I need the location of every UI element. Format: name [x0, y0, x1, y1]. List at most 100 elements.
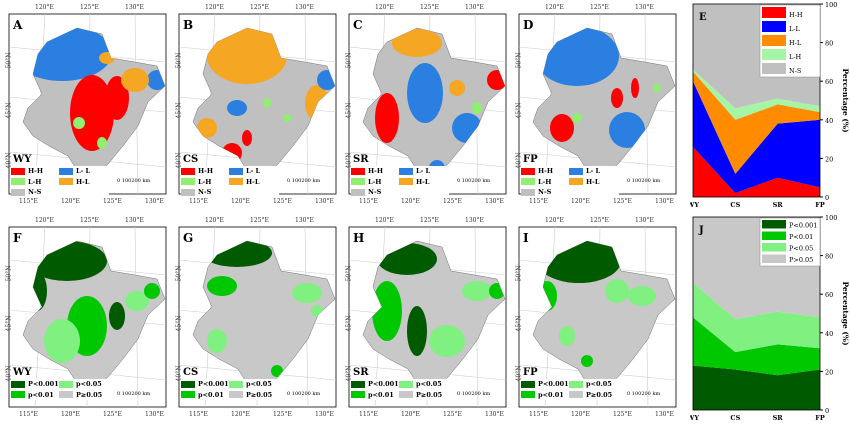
- legend-swatch: [11, 167, 25, 175]
- map-panel-c: C SR H-H L- L L-H H-L N-S 0 100200 km 115°E 120°E…: [345, 2, 510, 210]
- legend-swatch: [351, 178, 365, 185]
- lon-tick-label: 120°E: [401, 411, 420, 418]
- lat-tick-label: 45°N: [345, 102, 353, 119]
- legend-label: P<0.001: [789, 222, 817, 230]
- map-region: [292, 283, 322, 303]
- legend-swatch: [521, 391, 535, 398]
- lon-tick-label: 120°E: [571, 411, 590, 418]
- map-region: [227, 100, 247, 116]
- lon-tick-label: 130°E: [315, 411, 334, 418]
- lon-tick-label: 125°E: [250, 217, 269, 224]
- lon-tick-label: 130°E: [635, 217, 654, 224]
- legend-label: P≥0.05: [246, 390, 273, 399]
- legend-swatch: [229, 391, 243, 398]
- lat-tick-label: 45°N: [175, 102, 183, 119]
- y-tick-label: 100: [825, 1, 837, 9]
- lon-tick-label: 120°E: [401, 198, 420, 205]
- map-region: [605, 279, 629, 303]
- lat-tick-label: 45°N: [515, 315, 523, 332]
- legend-item: P≥0.05: [59, 390, 107, 400]
- map-region: [283, 114, 291, 122]
- map-region: [197, 118, 217, 138]
- legend-swatch: [521, 167, 535, 175]
- area-series: [693, 81, 820, 194]
- lon-tick-label: 115°E: [19, 198, 38, 205]
- lon-tick-label: 120°E: [61, 198, 80, 205]
- lon-tick-label: 120°E: [231, 411, 250, 418]
- lon-tick-label: 130°E: [145, 411, 164, 418]
- legend-swatch: [181, 380, 195, 388]
- map-region: [207, 276, 237, 296]
- map-region: [70, 75, 114, 151]
- map-region: [472, 102, 482, 114]
- legend-item: P≥0.05: [229, 390, 277, 400]
- legend-label: N-S: [368, 188, 382, 196]
- lon-tick-label: 125°E: [590, 217, 609, 224]
- map: [8, 226, 167, 408]
- legend-item: p<0.05: [569, 379, 617, 389]
- legend-swatch: [569, 178, 583, 185]
- legend-item: p<0.01: [521, 390, 569, 400]
- y-tick-label: 40: [825, 330, 833, 338]
- y-axis-label: Percentage (%): [841, 281, 850, 345]
- lon-tick-label: 130°E: [295, 217, 314, 224]
- map: [348, 226, 507, 408]
- area-series: [693, 317, 820, 376]
- map-region: [144, 283, 160, 299]
- lon-tick-label: 120°E: [35, 4, 54, 11]
- legend-swatch: [11, 380, 25, 388]
- legend-label: L-H: [789, 53, 802, 61]
- legend-swatch: [181, 188, 195, 196]
- legend-label: L-H: [198, 177, 212, 186]
- lon-tick-label: 130°E: [655, 411, 674, 418]
- map-name: SR: [353, 154, 369, 165]
- legend-label: P<0.001: [28, 380, 59, 388]
- legend-swatch: [569, 380, 583, 388]
- scale-bar: 0 100200 km: [117, 178, 151, 184]
- lon-tick-label: 120°E: [545, 217, 564, 224]
- legend-swatch: [351, 188, 365, 196]
- map-legend: P<0.001 p<0.05 p<0.01 P≥0.05: [351, 379, 449, 400]
- lon-tick-label: 115°E: [359, 198, 378, 205]
- lon-tick-label: 125°E: [613, 411, 632, 418]
- lon-tick-label: 120°E: [61, 411, 80, 418]
- area-series: [693, 365, 820, 410]
- legend-item: L-H: [11, 177, 59, 187]
- area-series: [693, 282, 820, 353]
- map-legend: H-H L- L L-H H-L N-S: [181, 166, 279, 198]
- lon-tick-label: 125°E: [80, 4, 99, 11]
- legend-swatch: [521, 188, 535, 196]
- legend-item: N-S: [181, 187, 229, 197]
- legend-label: N-S: [198, 188, 212, 196]
- lon-tick-label: 130°E: [125, 217, 144, 224]
- legend-item: H-H: [11, 166, 59, 176]
- lon-tick-label: 130°E: [635, 4, 654, 11]
- legend-swatch: [351, 167, 365, 175]
- legend-item: p<0.01: [181, 390, 229, 400]
- lat-tick-label: 50°N: [345, 52, 353, 69]
- legend-label: H-L: [586, 177, 600, 186]
- map-region: [105, 76, 129, 120]
- legend-label: P>0.05: [789, 256, 813, 264]
- legend-label: p<0.05: [246, 380, 272, 388]
- lon-tick-label: 115°E: [19, 411, 38, 418]
- legend-label: N-S: [28, 188, 42, 196]
- lon-tick-label: 130°E: [465, 217, 484, 224]
- legend-label: N-S: [789, 67, 801, 75]
- legend-swatch: [351, 380, 365, 388]
- lat-tick-label: 40°N: [345, 152, 353, 169]
- panel-letter: H: [353, 231, 365, 245]
- legend-item: N-S: [521, 187, 569, 197]
- lat-tick-label: 40°N: [515, 152, 523, 169]
- legend-swatch: [181, 178, 195, 185]
- legend-label: L-H: [368, 177, 382, 186]
- map-region: [407, 63, 443, 123]
- legend-item: p<0.05: [59, 379, 107, 389]
- y-tick-label: 60: [825, 291, 833, 299]
- panel-letter: D: [523, 18, 534, 32]
- map-name: SR: [353, 367, 369, 378]
- x-tick-label: CS: [730, 414, 740, 422]
- legend-swatch: [59, 391, 73, 398]
- legend-label: L- L: [416, 167, 431, 175]
- lon-tick-label: 125°E: [103, 198, 122, 205]
